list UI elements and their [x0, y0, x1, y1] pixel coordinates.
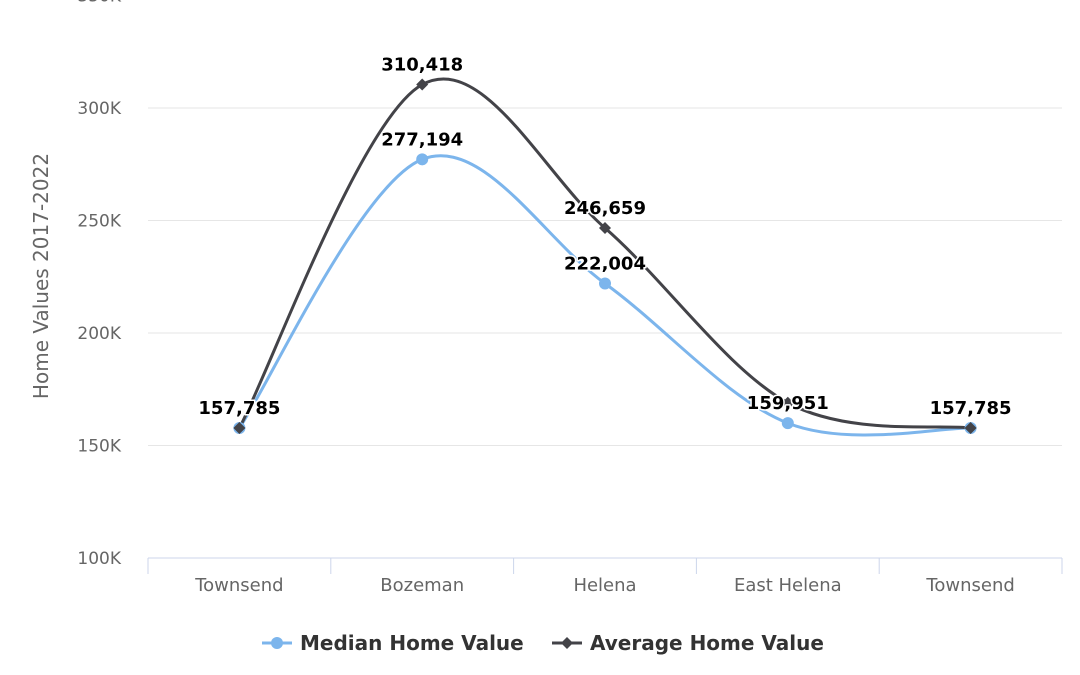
x-tick-label: Bozeman	[380, 575, 464, 596]
y-tick-label: 150K	[77, 437, 121, 457]
y-tick-label: 100K	[77, 549, 121, 569]
data-label: 222,004	[564, 253, 646, 274]
marker-median-point[interactable]	[781, 417, 794, 430]
marker-average-point[interactable]	[233, 421, 246, 434]
series-line-1	[238, 77, 971, 430]
y-axis-ticks: 100K 150K 200K 250K 300K 350K	[77, 0, 121, 569]
series-markers	[233, 78, 977, 434]
x-axis: Townsend Bozeman Helena East Helena Townsend	[147, 557, 1063, 596]
legend-diamond-icon	[561, 637, 573, 649]
legend[interactable]: Median Home Value Average Home Value	[262, 631, 824, 655]
y-axis-title: Home Values 2017-2022	[29, 153, 53, 399]
y-tick-label: 350K	[77, 0, 121, 7]
data-label: 277,194	[381, 129, 463, 150]
data-label: 310,418	[381, 55, 463, 76]
x-tick-label: Townsend	[194, 575, 283, 596]
series-line-0	[238, 154, 971, 437]
y-tick-label: 300K	[77, 99, 121, 119]
legend-label: Median Home Value	[300, 631, 524, 655]
data-label: 157,785	[198, 398, 280, 419]
data-label: 157,785	[930, 398, 1012, 419]
marker-median-point[interactable]	[416, 153, 429, 166]
legend-item-0[interactable]: Median Home Value	[262, 631, 524, 655]
legend-item-1[interactable]: Average Home Value	[552, 631, 824, 655]
data-label: 157,785	[198, 398, 280, 419]
data-label: 159,951	[747, 393, 829, 414]
data-label: 157,785	[930, 398, 1012, 419]
x-tick-label: Helena	[573, 575, 636, 596]
y-tick-label: 200K	[77, 324, 121, 344]
gridlines	[148, 107, 1062, 446]
series-lines	[238, 77, 971, 437]
y-tick-label: 250K	[77, 212, 121, 232]
x-tick-label: Townsend	[925, 575, 1014, 596]
marker-average-point[interactable]	[964, 421, 977, 434]
legend-label: Average Home Value	[590, 631, 824, 655]
x-tick-label: East Helena	[734, 575, 842, 596]
marker-average-point[interactable]	[599, 222, 611, 235]
legend-circle-icon	[271, 637, 283, 649]
data-label: 246,659	[564, 198, 646, 219]
marker-average-point[interactable]	[416, 78, 429, 91]
marker-average-point[interactable]	[781, 396, 794, 409]
marker-median-point[interactable]	[599, 277, 611, 290]
